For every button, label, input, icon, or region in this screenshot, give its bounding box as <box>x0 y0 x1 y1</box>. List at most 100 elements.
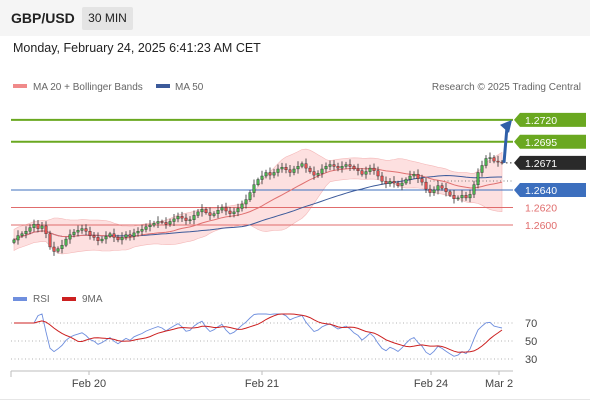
candle <box>480 160 484 177</box>
x-axis: Feb 20 Feb 21 Feb 24 Mar 2 <box>10 370 513 390</box>
last-tag-box <box>514 155 586 170</box>
candle <box>184 213 188 225</box>
price-tag-1.2620: 1.2620 <box>525 203 557 215</box>
candle-body <box>288 169 292 173</box>
candle-body <box>336 166 340 169</box>
ma50-legend-label: MA 50 <box>175 82 204 93</box>
ma50-legend-swatch <box>156 84 170 88</box>
rsi-line <box>14 313 503 357</box>
x-tick-label: Feb 21 <box>245 378 279 390</box>
candle-body <box>120 237 124 241</box>
candle-body <box>220 207 224 211</box>
candle <box>396 180 400 188</box>
candle-body <box>168 221 172 225</box>
candle-body <box>144 226 148 230</box>
candle-body <box>60 244 64 249</box>
candle <box>404 177 408 185</box>
candle <box>96 232 100 246</box>
candle-body <box>124 234 128 238</box>
candle-body <box>44 225 48 234</box>
candle <box>352 164 356 171</box>
candle-body <box>416 173 420 179</box>
candle <box>252 179 256 198</box>
candle <box>364 166 368 179</box>
candle <box>224 202 228 216</box>
candle-body <box>12 239 16 243</box>
candle <box>168 218 172 227</box>
candle-body <box>64 238 68 246</box>
candle-body <box>88 230 92 236</box>
candle-body <box>328 164 332 167</box>
rsi-legend: RSI 9MA <box>13 294 103 305</box>
candle <box>464 191 468 201</box>
candle <box>88 226 92 240</box>
candlesticks <box>12 152 504 256</box>
candle <box>260 170 264 185</box>
candle-body <box>312 171 316 176</box>
x-tick-label: Mar 2 <box>485 378 513 390</box>
candle <box>484 155 488 169</box>
candle-body <box>284 166 288 170</box>
candle-body <box>308 167 312 172</box>
candle-body <box>232 211 236 214</box>
candle <box>264 169 268 179</box>
candle <box>120 232 124 245</box>
candle-body <box>292 168 296 173</box>
candle <box>244 194 248 209</box>
candle-body <box>444 187 448 192</box>
candle <box>348 159 352 171</box>
candle-body <box>476 172 480 186</box>
candle-body <box>196 211 200 216</box>
resistance-tag-box <box>514 134 586 149</box>
candle-body <box>300 163 304 167</box>
candle-body <box>84 228 88 232</box>
price-tag-1.2671: 1.2671 <box>514 155 586 170</box>
candle-body <box>72 231 76 235</box>
candle <box>92 232 96 241</box>
resistance-tag-label: 1.2720 <box>525 115 557 127</box>
candle-body <box>152 223 156 226</box>
candle <box>296 161 300 174</box>
candle <box>276 164 280 177</box>
ma20-legend-label: MA 20 + Bollinger Bands <box>33 82 143 93</box>
candle <box>280 162 284 173</box>
candle <box>204 207 208 215</box>
candle <box>16 230 20 245</box>
candle <box>40 222 44 233</box>
candle <box>24 226 28 239</box>
x-tick-label: Feb 20 <box>72 378 106 390</box>
candle <box>472 180 476 198</box>
rsi-tick-70: 70 <box>525 318 537 330</box>
bollinger-bands <box>13 148 503 255</box>
candle-body <box>148 224 152 227</box>
candle <box>384 176 388 189</box>
candle <box>232 207 236 218</box>
candle <box>104 231 108 244</box>
candle-body <box>380 175 384 182</box>
rsi-tick-50: 50 <box>525 336 537 348</box>
candle <box>380 172 384 185</box>
candle <box>456 195 460 201</box>
candle <box>60 239 64 254</box>
timeframe-button[interactable]: 30 MIN <box>82 7 133 30</box>
candle-body <box>180 216 184 219</box>
candle-body <box>432 189 436 193</box>
candle-body <box>412 173 416 177</box>
candle-body <box>464 195 468 199</box>
candle-body <box>428 188 432 193</box>
price-tag-1.2695: 1.2695 <box>514 134 586 149</box>
rsi-ma-line <box>14 313 503 353</box>
candle <box>72 229 76 238</box>
candle <box>416 169 420 183</box>
candle <box>52 241 56 256</box>
candle-body <box>224 207 228 212</box>
candle-body <box>356 168 360 171</box>
candle <box>332 160 336 171</box>
candle <box>468 189 472 203</box>
candle <box>240 200 244 212</box>
candle <box>300 161 304 169</box>
candle <box>320 164 324 178</box>
candle <box>84 224 88 236</box>
candle <box>316 170 320 178</box>
